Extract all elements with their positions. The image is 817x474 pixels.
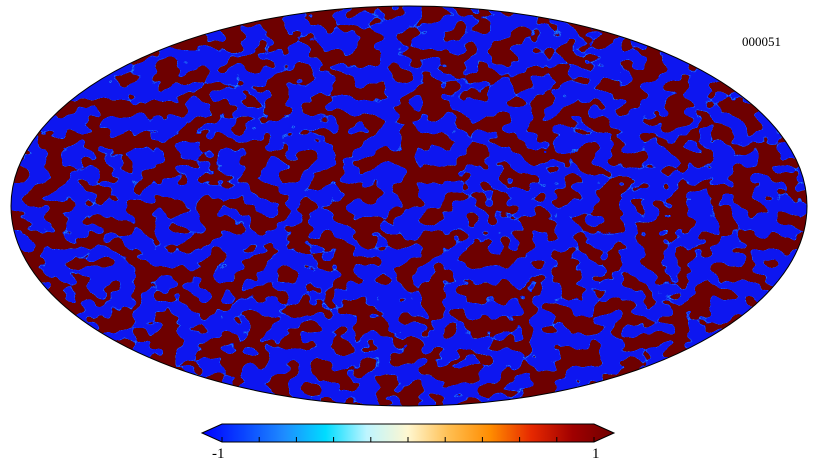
map-outline [10, 5, 808, 407]
map-id-label: 000051 [742, 34, 781, 49]
map-field [11, 6, 807, 406]
colorbar-ticks [221, 437, 595, 442]
colorbar-max-label: 1 [592, 446, 600, 462]
colorbar-min-label: -1 [212, 446, 225, 462]
colorbar [200, 423, 616, 443]
